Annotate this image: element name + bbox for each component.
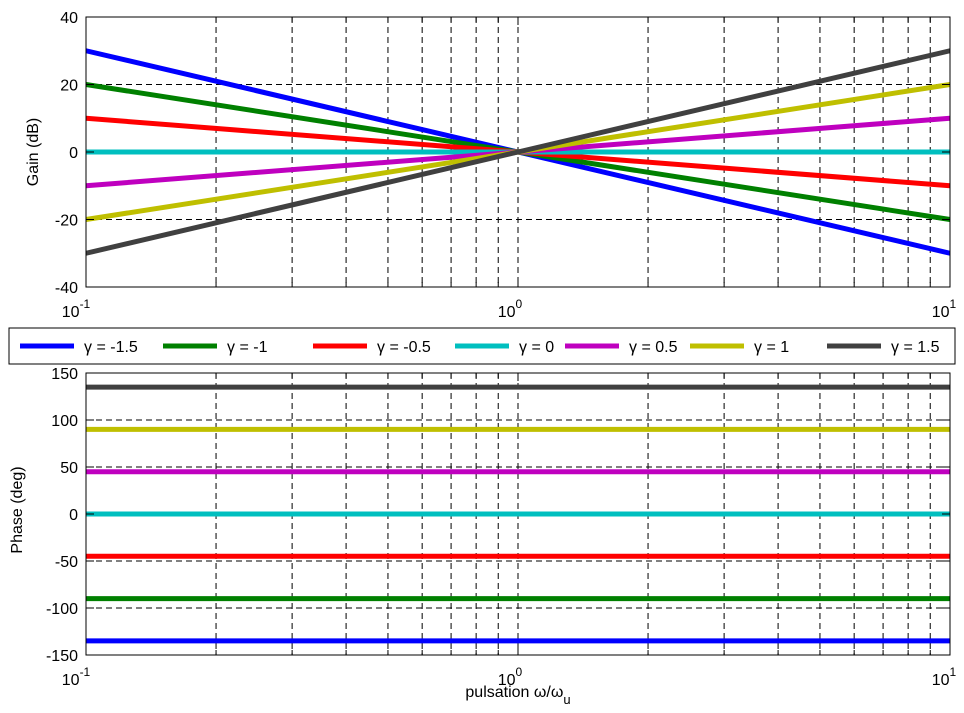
phase-x-tick-label: 100 xyxy=(498,665,523,689)
gain-x-tick-label: 10-1 xyxy=(62,297,91,321)
gain-y-tick-label: 40 xyxy=(60,10,78,27)
phase-tick-marks xyxy=(85,372,950,656)
phase-y-tick-label: 50 xyxy=(60,460,78,477)
phase-x-label-sub: u xyxy=(563,692,570,707)
phase-y-tick-label: 100 xyxy=(51,413,78,430)
gain-y-tick-label: 0 xyxy=(69,145,78,162)
phase-x-label-prefix: pulsation xyxy=(465,684,534,701)
gain-x-tick-label: 100 xyxy=(498,297,523,321)
phase-y-axis-label: Phase (deg) xyxy=(9,466,26,553)
phase-x-label-slash: / xyxy=(546,684,551,701)
phase-y-tick-label: -50 xyxy=(55,554,78,571)
phase-x-tick-base: 10 xyxy=(62,672,80,689)
phase-x-tick-exp: -1 xyxy=(80,665,91,679)
phase-x-tick-base: 10 xyxy=(932,672,950,689)
legend-label-5: γ = 1 xyxy=(754,339,789,356)
legend-label-6: γ = 1.5 xyxy=(891,339,940,356)
legend-label-2: γ = -0.5 xyxy=(377,339,431,356)
phase-x-label-omega2: ω xyxy=(551,684,564,701)
phase-x-tick-label: 101 xyxy=(932,665,957,689)
gain-y-tick-label: 20 xyxy=(60,78,78,95)
gain-y-tick-label: -20 xyxy=(55,213,78,230)
gain-x-tick-base: 10 xyxy=(498,304,516,321)
legend-label-0: γ = -1.5 xyxy=(84,339,138,356)
phase-grid xyxy=(86,373,950,655)
phase-y-tick-label: 150 xyxy=(51,366,78,383)
gain-y-tick-label: -40 xyxy=(55,280,78,297)
gain-x-tick-label: 101 xyxy=(932,297,957,321)
gain-x-tick-base: 10 xyxy=(62,304,80,321)
legend: γ = -1.5 γ = -1 γ = -0.5 γ = 0 γ = 0.5 γ = 1 γ… xyxy=(8,327,956,365)
phase-y-tick-label: 0 xyxy=(69,507,78,524)
gain-x-tick-exp: 0 xyxy=(516,297,523,311)
gain-x-tick-exp: 1 xyxy=(950,297,957,311)
gain-y-axis-label: Gain (dB) xyxy=(25,118,42,186)
legend-label-1: γ = -1 xyxy=(227,339,268,356)
gain-x-tick-base: 10 xyxy=(932,304,950,321)
phase-x-label-omega: ω xyxy=(534,684,547,701)
phase-x-tick-exp: 0 xyxy=(516,665,523,679)
phase-x-axis-label: pulsation ω/ωu xyxy=(465,684,570,707)
phase-y-tick-label: -150 xyxy=(46,648,78,665)
gain-series xyxy=(85,48,951,256)
phase-x-tick-label: 10-1 xyxy=(62,665,91,689)
phase-y-tick-label: -100 xyxy=(46,601,78,618)
phase-series xyxy=(86,384,950,644)
phase-x-tick-exp: 1 xyxy=(950,665,957,679)
gain-tick-marks xyxy=(85,16,950,288)
gain-series-line-6 xyxy=(85,48,951,256)
legend-label-3: γ = 0 xyxy=(519,339,554,356)
phase-x-tick-base: 10 xyxy=(498,672,516,689)
legend-label-4: γ = 0.5 xyxy=(629,339,678,356)
gain-x-tick-exp: -1 xyxy=(80,297,91,311)
